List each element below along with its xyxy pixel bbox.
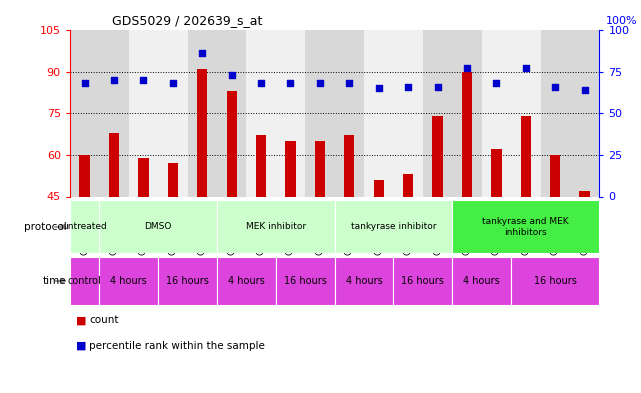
- Bar: [197, 69, 208, 196]
- Text: ■: ■: [76, 341, 87, 351]
- Point: [79, 80, 90, 86]
- Bar: [335, 200, 453, 253]
- Bar: [374, 180, 384, 196]
- Point: [433, 83, 443, 90]
- Bar: [226, 91, 237, 196]
- Bar: [246, 30, 276, 196]
- Bar: [364, 30, 394, 196]
- Bar: [344, 136, 354, 196]
- Text: untreated: untreated: [62, 222, 107, 231]
- Text: tankyrase inhibitor: tankyrase inhibitor: [351, 222, 436, 231]
- Point: [197, 50, 208, 56]
- Text: 4 hours: 4 hours: [110, 276, 147, 286]
- Bar: [99, 257, 158, 305]
- Text: control: control: [68, 276, 101, 286]
- Bar: [511, 257, 599, 305]
- Bar: [394, 30, 423, 196]
- Point: [520, 65, 531, 72]
- Text: GDS5029 / 202639_s_at: GDS5029 / 202639_s_at: [112, 14, 263, 27]
- Bar: [520, 116, 531, 196]
- Bar: [217, 30, 246, 196]
- Bar: [99, 30, 129, 196]
- Bar: [99, 200, 217, 253]
- Bar: [217, 200, 335, 253]
- Bar: [138, 158, 149, 196]
- Bar: [453, 200, 599, 253]
- Point: [344, 80, 354, 86]
- Bar: [70, 30, 99, 196]
- Text: time: time: [43, 276, 67, 286]
- Text: 16 hours: 16 hours: [166, 276, 209, 286]
- Text: 4 hours: 4 hours: [463, 276, 500, 286]
- Point: [256, 80, 266, 86]
- Point: [403, 83, 413, 90]
- Bar: [70, 257, 99, 305]
- Bar: [305, 30, 335, 196]
- Bar: [481, 30, 511, 196]
- Bar: [511, 30, 540, 196]
- Text: 4 hours: 4 hours: [345, 276, 383, 286]
- Point: [109, 77, 119, 83]
- Point: [374, 85, 384, 91]
- Bar: [70, 200, 99, 253]
- Bar: [129, 30, 158, 196]
- Bar: [158, 257, 217, 305]
- Text: count: count: [89, 315, 119, 325]
- Text: percentile rank within the sample: percentile rank within the sample: [89, 341, 265, 351]
- Bar: [168, 163, 178, 196]
- Bar: [335, 257, 394, 305]
- Bar: [285, 141, 296, 196]
- Bar: [540, 30, 570, 196]
- Point: [491, 80, 501, 86]
- Point: [579, 87, 590, 93]
- Bar: [403, 174, 413, 196]
- Bar: [335, 30, 364, 196]
- Bar: [256, 136, 266, 196]
- Text: protocol: protocol: [24, 222, 67, 232]
- Text: 16 hours: 16 hours: [284, 276, 327, 286]
- Point: [285, 80, 296, 86]
- Bar: [433, 116, 443, 196]
- Bar: [462, 72, 472, 196]
- Bar: [491, 149, 501, 196]
- Bar: [188, 30, 217, 196]
- Bar: [453, 257, 511, 305]
- Bar: [276, 30, 305, 196]
- Bar: [570, 30, 599, 196]
- Point: [550, 83, 560, 90]
- Point: [168, 80, 178, 86]
- Bar: [550, 155, 560, 196]
- Text: 16 hours: 16 hours: [534, 276, 577, 286]
- Bar: [79, 155, 90, 196]
- Point: [315, 80, 325, 86]
- Bar: [158, 30, 188, 196]
- Text: 16 hours: 16 hours: [401, 276, 444, 286]
- Point: [226, 72, 237, 78]
- Text: 4 hours: 4 hours: [228, 276, 265, 286]
- Point: [138, 77, 149, 83]
- Bar: [579, 191, 590, 196]
- Bar: [453, 30, 481, 196]
- Bar: [109, 132, 119, 196]
- Bar: [276, 257, 335, 305]
- Bar: [217, 257, 276, 305]
- Bar: [394, 257, 453, 305]
- Text: MEK inhibitor: MEK inhibitor: [246, 222, 306, 231]
- Text: ■: ■: [76, 315, 87, 325]
- Bar: [315, 141, 325, 196]
- Text: DMSO: DMSO: [144, 222, 172, 231]
- Point: [462, 65, 472, 72]
- Text: 100%: 100%: [606, 16, 637, 26]
- Bar: [423, 30, 453, 196]
- Text: tankyrase and MEK
inhibitors: tankyrase and MEK inhibitors: [483, 217, 569, 237]
